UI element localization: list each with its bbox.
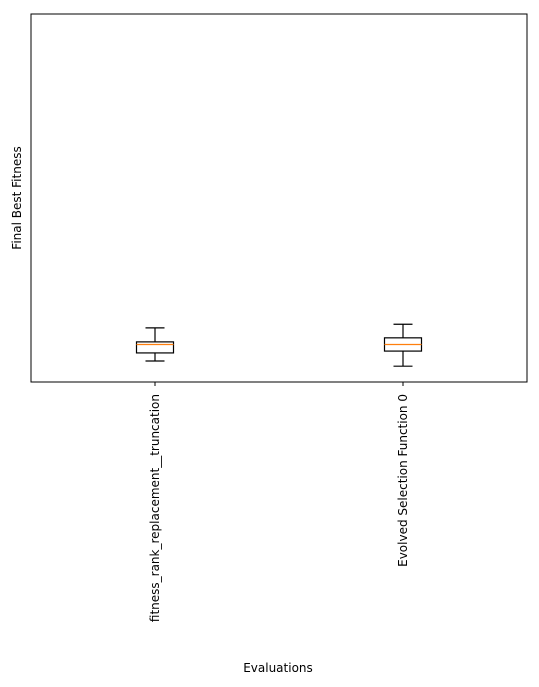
x-axis-label: Evaluations [243,661,313,675]
y-axis-label: Final Best Fitness [10,146,24,249]
box-0 [135,327,175,362]
box-group [135,323,423,367]
iqr-box [135,341,175,354]
plot-frame [30,13,528,383]
box-1 [383,323,423,367]
x-tick-group: fitness_rank_replacement__truncation Evol… [148,382,410,622]
x-tick-label: fitness_rank_replacement__truncation [148,394,162,622]
x-tick-label: Evolved Selection Function 0 [396,394,410,567]
